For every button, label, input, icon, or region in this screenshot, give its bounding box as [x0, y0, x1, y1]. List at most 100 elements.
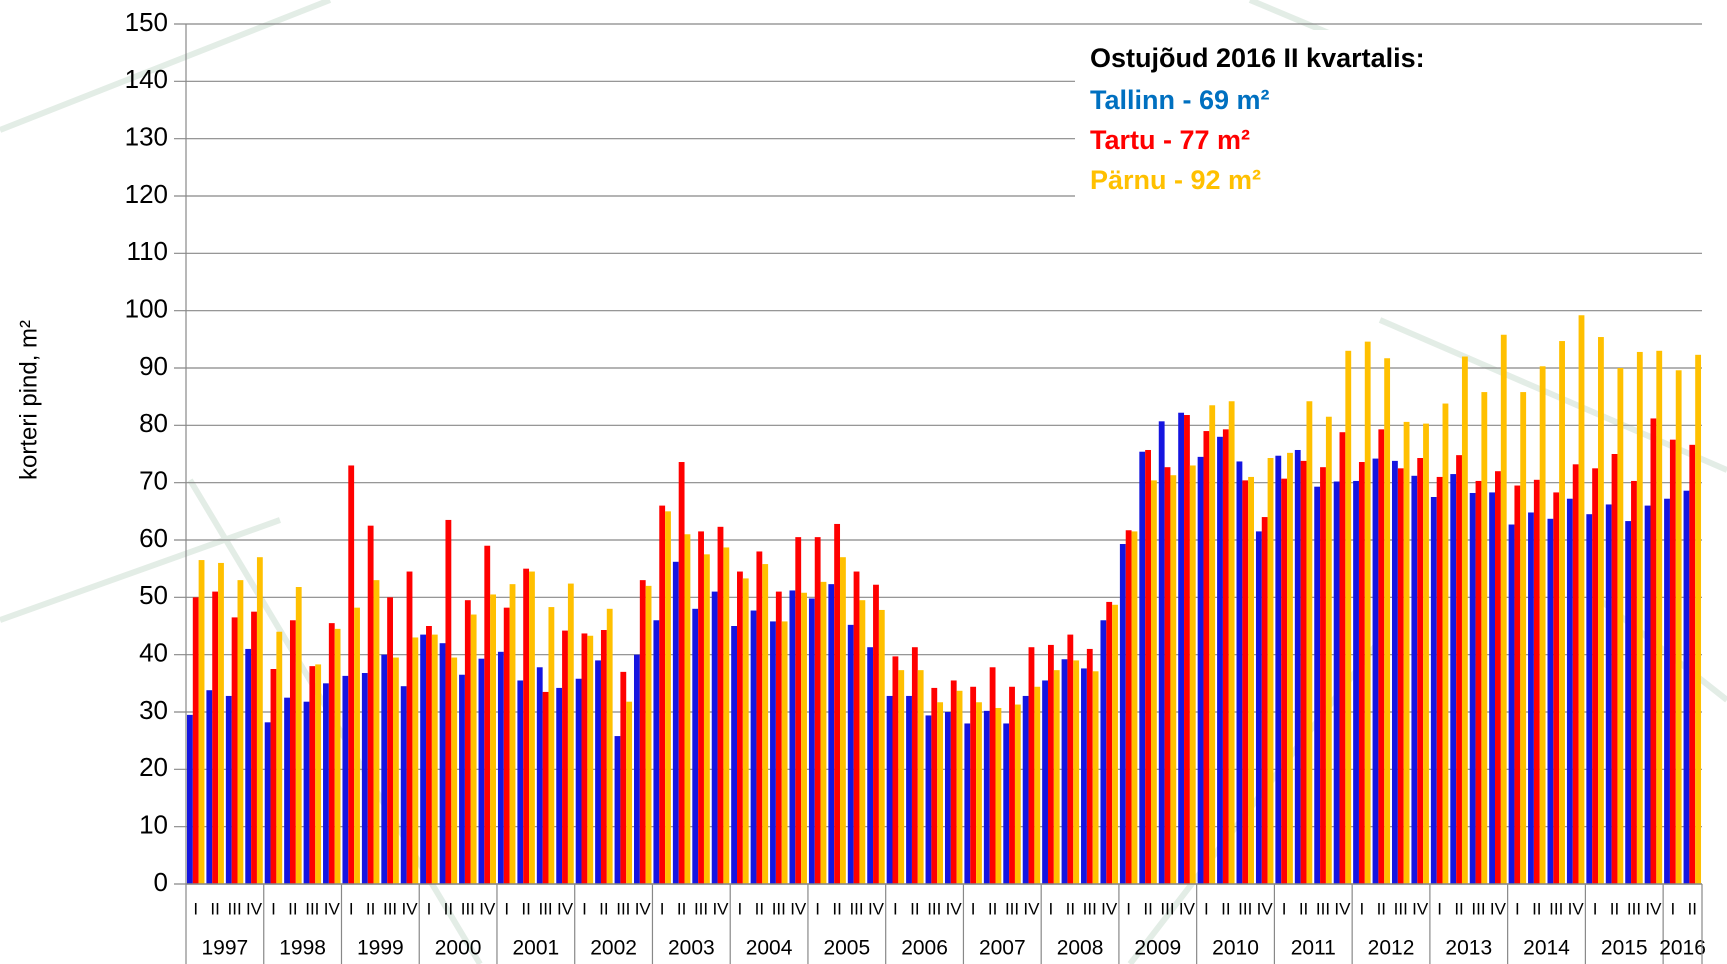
x-tick-label: II: [1377, 899, 1386, 918]
y-tick-label: 120: [125, 179, 168, 209]
bar: [989, 667, 996, 884]
bar: [950, 680, 957, 884]
x-tick-label: II: [444, 899, 453, 918]
bar: [742, 578, 749, 884]
bar: [653, 620, 660, 884]
bar: [1106, 601, 1113, 884]
bar: [1287, 452, 1293, 884]
bar: [659, 505, 666, 884]
bar: [898, 670, 905, 884]
bar: [470, 614, 477, 884]
bar: [497, 651, 504, 884]
bar: [439, 643, 446, 884]
bar: [1306, 401, 1313, 884]
bar: [400, 686, 407, 884]
bar: [1675, 370, 1682, 884]
bar: [406, 571, 413, 884]
bar: [1112, 604, 1118, 884]
year-label: 1999: [357, 937, 404, 960]
bar: [1520, 392, 1527, 884]
bar: [1209, 405, 1216, 884]
bar: [976, 702, 982, 884]
x-tick-label: I: [1593, 899, 1598, 918]
bar: [1236, 461, 1243, 884]
bar: [1325, 416, 1332, 884]
bar: [1028, 647, 1035, 884]
bar: [1164, 467, 1171, 884]
bar: [225, 695, 232, 884]
x-tick-label: II: [521, 899, 530, 918]
bar: [503, 607, 510, 884]
bar: [1281, 478, 1288, 884]
x-tick-label: IV: [1101, 899, 1118, 918]
bar: [212, 591, 219, 884]
x-tick-label: I: [582, 899, 587, 918]
bar: [1617, 368, 1624, 884]
bar: [1333, 481, 1340, 884]
bar: [1364, 341, 1371, 884]
x-tick-label: IV: [868, 899, 885, 918]
x-tick-label: III: [616, 899, 630, 918]
bar: [1489, 492, 1496, 884]
x-tick-label: II: [910, 899, 919, 918]
x-tick-label: III: [772, 899, 786, 918]
bar: [639, 580, 646, 884]
bar: [672, 561, 679, 884]
bar: [264, 722, 271, 884]
bar: [1345, 350, 1352, 884]
year-label: 2003: [668, 937, 715, 960]
bar: [1275, 455, 1282, 884]
x-tick-label: IV: [1568, 899, 1585, 918]
bar: [237, 580, 244, 884]
bar: [1061, 659, 1068, 884]
x-tick-label: III: [1471, 899, 1485, 918]
y-tick-label: 70: [139, 466, 168, 496]
x-tick-label: I: [660, 899, 665, 918]
bar: [192, 597, 199, 884]
bar: [1189, 465, 1196, 884]
bar: [1022, 695, 1029, 884]
bar: [1461, 356, 1468, 884]
y-tick-label: 60: [139, 523, 168, 553]
bar: [198, 560, 205, 884]
bar: [1353, 480, 1359, 884]
year-label: 2010: [1212, 937, 1259, 960]
bar: [1430, 497, 1437, 884]
x-tick-label: I: [1282, 899, 1287, 918]
x-tick-label: II: [1066, 899, 1075, 918]
y-tick-label: 130: [125, 122, 168, 152]
bar: [231, 617, 238, 884]
bar: [737, 571, 743, 884]
x-tick-label: III: [1627, 899, 1641, 918]
x-tick-label: II: [988, 899, 997, 918]
year-label: 2008: [1057, 937, 1104, 960]
bar: [956, 690, 963, 884]
bar: [964, 723, 971, 884]
bar: [1669, 439, 1676, 884]
x-tick-label: III: [1394, 899, 1408, 918]
bar: [309, 666, 316, 884]
bar: [1314, 486, 1321, 884]
bar: [775, 591, 782, 884]
bar: [451, 657, 458, 884]
bar: [1644, 505, 1651, 884]
bar: [1533, 479, 1540, 884]
bar: [1339, 432, 1346, 884]
legend-entry: Pärnu - 92 m²: [1090, 165, 1261, 195]
x-tick-label: I: [738, 899, 743, 918]
bar: [245, 648, 252, 884]
x-tick-label: IV: [1412, 899, 1429, 918]
bar: [575, 678, 582, 884]
year-label: 2006: [901, 937, 948, 960]
year-label: 2001: [512, 937, 559, 960]
bar: [614, 736, 621, 884]
bar: [1255, 531, 1262, 884]
bar: [606, 608, 613, 884]
bar: [770, 621, 776, 884]
bar: [1592, 468, 1599, 884]
bar: [944, 712, 951, 884]
bar: [276, 631, 283, 884]
x-tick-label: IV: [712, 899, 729, 918]
x-tick-label: I: [1049, 899, 1054, 918]
